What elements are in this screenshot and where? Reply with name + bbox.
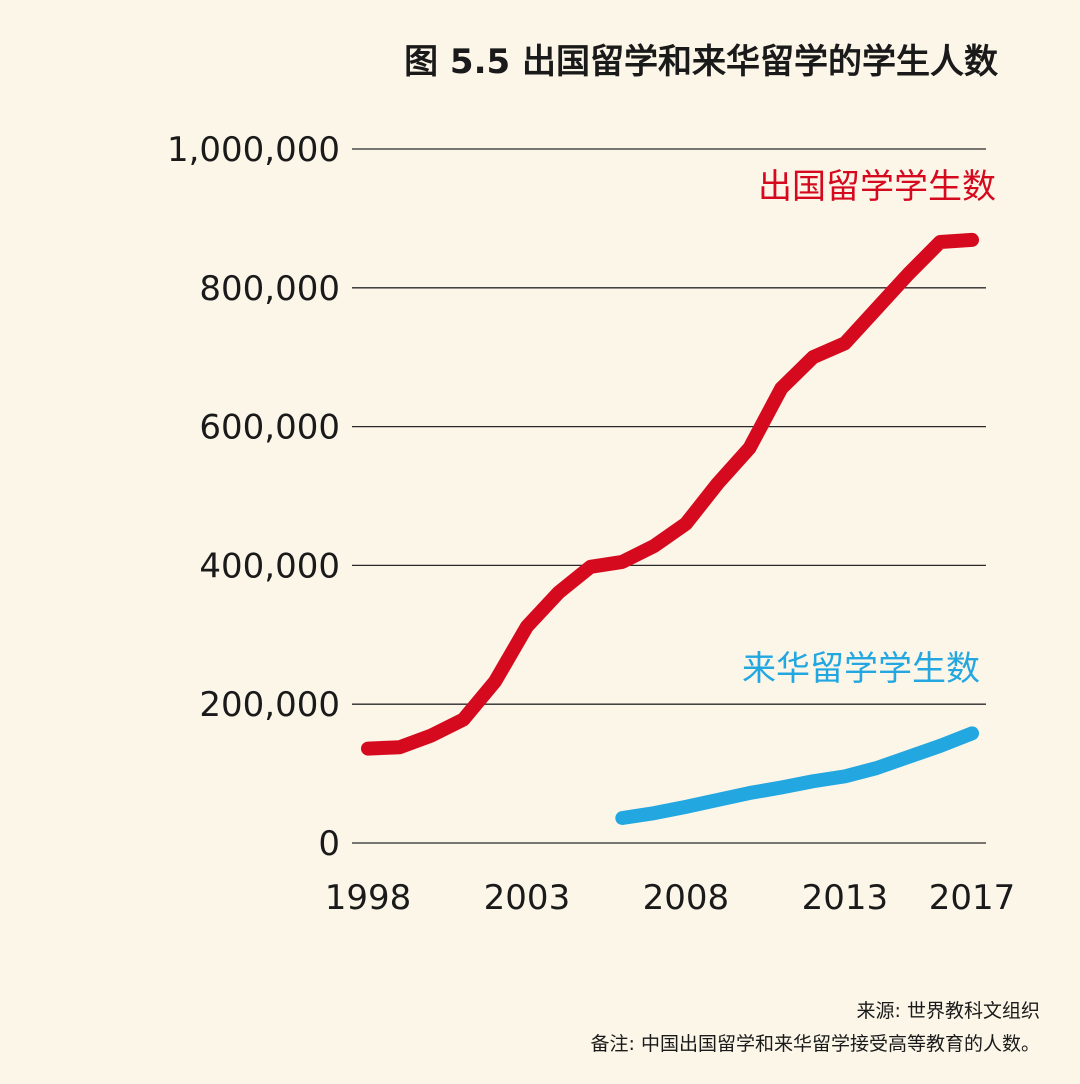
- x-axis-ticks: 1998 2003 2008 2013 2017: [325, 878, 1016, 918]
- x-tick-label: 2017: [929, 878, 1016, 918]
- y-tick-label: 200,000: [199, 685, 340, 725]
- chart-title: 图 5.5 出国留学和来华留学的学生人数: [404, 42, 998, 82]
- x-tick-label: 1998: [325, 878, 412, 918]
- remark-note: 备注: 中国出国留学和来华留学接受高等教育的人数。: [590, 1033, 1040, 1055]
- x-tick-label: 2013: [802, 878, 889, 918]
- y-tick-label: 600,000: [199, 408, 340, 448]
- x-tick-label: 2008: [643, 878, 730, 918]
- series-line-0: [361, 232, 979, 756]
- y-tick-label: 0: [318, 824, 340, 864]
- y-tick-label: 800,000: [199, 269, 340, 309]
- y-tick-label: 1,000,000: [167, 130, 340, 170]
- source-note: 来源: 世界教科文组织: [856, 1000, 1040, 1022]
- x-tick-label: 2003: [484, 878, 571, 918]
- series-lines: [361, 232, 979, 826]
- series-label-1: 来华留学学生数: [742, 649, 980, 689]
- series-label-0: 出国留学学生数: [758, 167, 996, 207]
- y-axis-ticks: 0 200,000 400,000 600,000 800,000 1,000,000: [167, 130, 340, 864]
- series-line-1: [615, 726, 979, 826]
- gridlines: [352, 148, 986, 844]
- y-tick-label: 400,000: [199, 546, 340, 586]
